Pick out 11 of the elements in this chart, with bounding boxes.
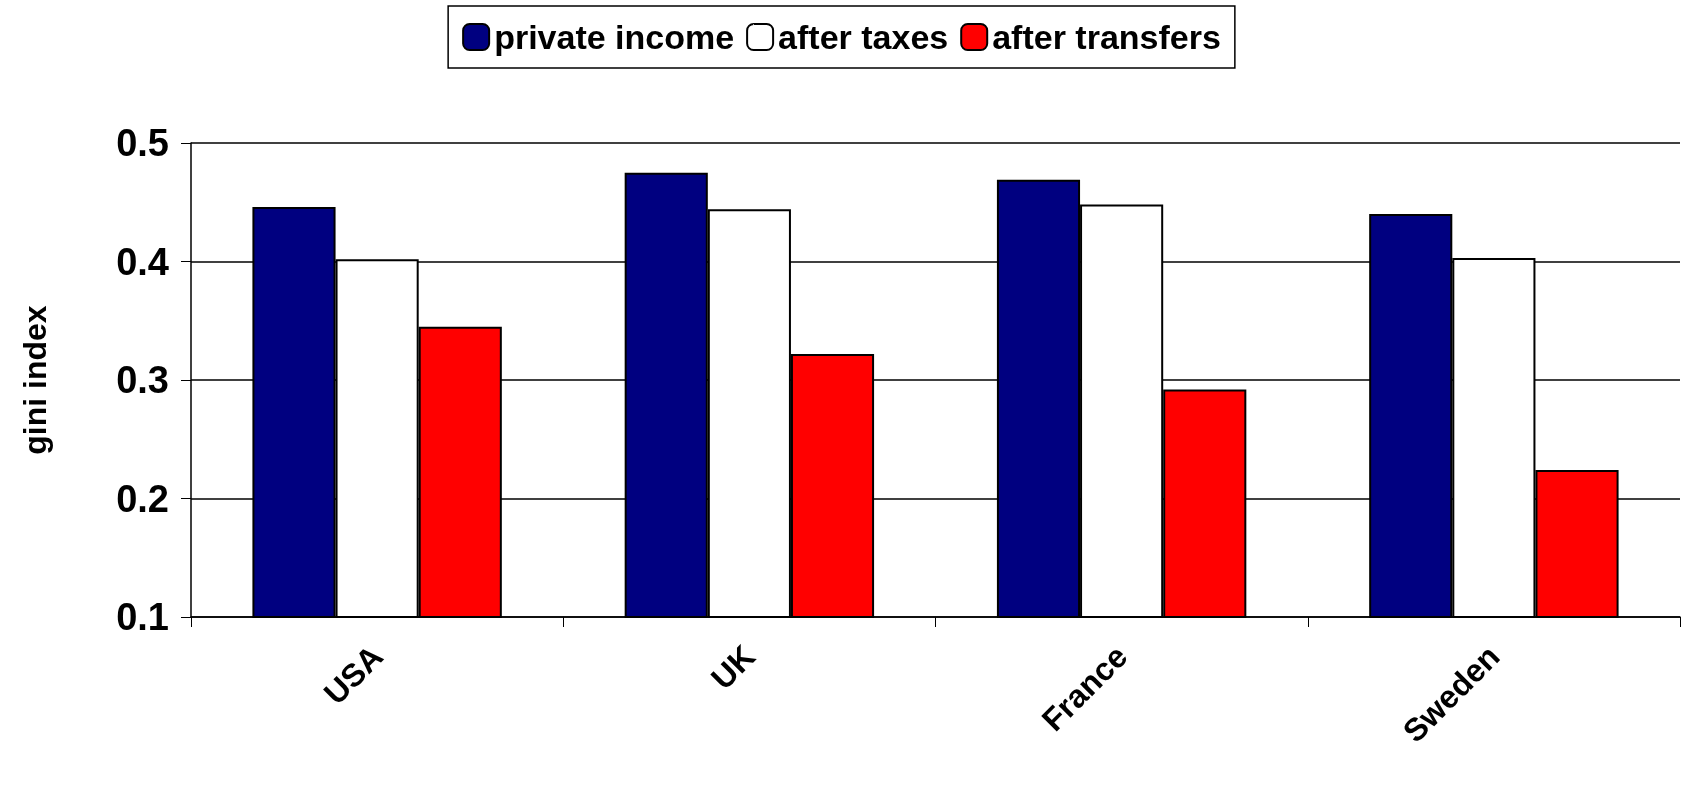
y-tick-label: 0.3: [116, 359, 169, 401]
legend-label: private income: [494, 18, 735, 56]
y-tick-label: 0.1: [116, 596, 169, 638]
legend-label: after taxes: [778, 18, 949, 56]
y-tick-label: 0.5: [116, 122, 169, 164]
legend-label: after transfers: [992, 18, 1221, 56]
x-tick-label: UK: [703, 638, 763, 697]
y-tick-label: 0.4: [116, 240, 169, 283]
y-tick-label: 0.2: [116, 477, 169, 520]
y-axis-title: gini index: [17, 305, 53, 455]
x-tick-label: USA: [316, 638, 390, 712]
